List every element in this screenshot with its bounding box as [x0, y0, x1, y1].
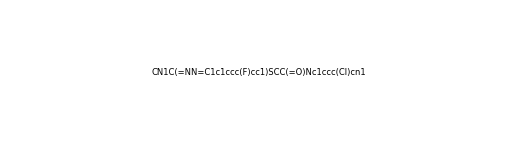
Text: CN1C(=NN=C1c1ccc(F)cc1)SCC(=O)Nc1ccc(Cl)cn1: CN1C(=NN=C1c1ccc(F)cc1)SCC(=O)Nc1ccc(Cl)…: [152, 68, 366, 78]
